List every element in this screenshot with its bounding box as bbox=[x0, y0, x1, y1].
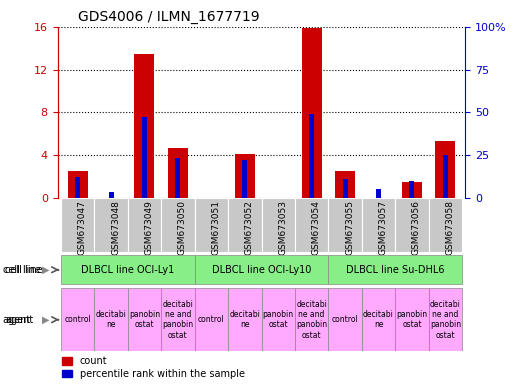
Bar bbox=[109, 192, 113, 198]
Bar bbox=[328, 255, 462, 285]
Text: DLBCL line Su-DHL6: DLBCL line Su-DHL6 bbox=[346, 265, 445, 275]
Bar bbox=[228, 198, 262, 252]
Bar bbox=[343, 179, 348, 198]
Bar bbox=[443, 155, 448, 198]
Bar bbox=[61, 255, 195, 285]
Bar bbox=[295, 288, 328, 351]
Text: GDS4006 / ILMN_1677719: GDS4006 / ILMN_1677719 bbox=[78, 10, 259, 25]
Text: decitabi
ne: decitabi ne bbox=[96, 310, 127, 329]
Text: decitabi
ne and
panobin
ostat: decitabi ne and panobin ostat bbox=[162, 300, 194, 340]
Text: GSM673051: GSM673051 bbox=[211, 200, 220, 255]
Bar bbox=[134, 54, 154, 198]
Bar bbox=[195, 288, 228, 351]
Bar bbox=[402, 182, 422, 198]
Text: agent: agent bbox=[3, 314, 31, 325]
Text: decitabi
ne: decitabi ne bbox=[363, 310, 394, 329]
Bar bbox=[242, 160, 247, 198]
Text: panobin
ostat: panobin ostat bbox=[396, 310, 427, 329]
Text: panobin
ostat: panobin ostat bbox=[263, 310, 294, 329]
Bar bbox=[262, 198, 295, 252]
Text: GSM673050: GSM673050 bbox=[178, 200, 187, 255]
Bar bbox=[362, 288, 395, 351]
Text: cell line: cell line bbox=[3, 265, 40, 275]
Bar bbox=[94, 288, 128, 351]
Text: GSM673052: GSM673052 bbox=[245, 200, 254, 255]
Bar bbox=[161, 198, 195, 252]
Bar bbox=[128, 288, 161, 351]
Bar bbox=[61, 288, 94, 351]
Text: GSM673058: GSM673058 bbox=[446, 200, 454, 255]
Text: control: control bbox=[198, 315, 225, 324]
Text: GSM673055: GSM673055 bbox=[345, 200, 354, 255]
Bar bbox=[435, 141, 456, 198]
Text: GSM673047: GSM673047 bbox=[77, 200, 87, 255]
Bar bbox=[75, 177, 80, 198]
Bar bbox=[195, 255, 328, 285]
Bar bbox=[228, 288, 262, 351]
Text: decitabi
ne and
panobin
ostat: decitabi ne and panobin ostat bbox=[296, 300, 327, 340]
Bar bbox=[67, 171, 88, 198]
Text: DLBCL line OCI-Ly10: DLBCL line OCI-Ly10 bbox=[212, 265, 311, 275]
Text: GSM673056: GSM673056 bbox=[412, 200, 421, 255]
Bar bbox=[395, 198, 429, 252]
Bar bbox=[429, 288, 462, 351]
Bar bbox=[335, 171, 355, 198]
Text: ▶: ▶ bbox=[42, 265, 50, 275]
Bar bbox=[262, 288, 295, 351]
Text: cell line: cell line bbox=[5, 265, 43, 275]
Bar bbox=[429, 198, 462, 252]
Text: panobin
ostat: panobin ostat bbox=[129, 310, 160, 329]
Text: GSM673057: GSM673057 bbox=[379, 200, 388, 255]
Legend: count, percentile rank within the sample: count, percentile rank within the sample bbox=[62, 356, 245, 379]
Text: DLBCL line OCI-Ly1: DLBCL line OCI-Ly1 bbox=[81, 265, 174, 275]
Bar bbox=[328, 198, 362, 252]
Text: decitabi
ne: decitabi ne bbox=[230, 310, 260, 329]
Bar bbox=[94, 198, 128, 252]
Text: control: control bbox=[332, 315, 358, 324]
Bar bbox=[61, 198, 94, 252]
Bar bbox=[128, 198, 161, 252]
Bar bbox=[395, 288, 429, 351]
Bar bbox=[142, 118, 147, 198]
Text: agent: agent bbox=[5, 314, 33, 325]
Bar bbox=[168, 147, 188, 198]
Bar bbox=[328, 288, 362, 351]
Text: ▶: ▶ bbox=[42, 314, 50, 325]
Bar bbox=[410, 181, 415, 198]
Text: GSM673048: GSM673048 bbox=[111, 200, 120, 255]
Text: GSM673053: GSM673053 bbox=[278, 200, 287, 255]
Bar bbox=[376, 189, 381, 198]
Bar bbox=[295, 198, 328, 252]
Text: control: control bbox=[64, 315, 91, 324]
Bar bbox=[235, 154, 255, 198]
Bar bbox=[309, 114, 314, 198]
Text: GSM673054: GSM673054 bbox=[312, 200, 321, 255]
Bar bbox=[302, 28, 322, 198]
Bar bbox=[161, 288, 195, 351]
Bar bbox=[362, 198, 395, 252]
Text: decitabi
ne and
panobin
ostat: decitabi ne and panobin ostat bbox=[430, 300, 461, 340]
Bar bbox=[175, 159, 180, 198]
Text: GSM673049: GSM673049 bbox=[144, 200, 153, 255]
Bar bbox=[195, 198, 228, 252]
